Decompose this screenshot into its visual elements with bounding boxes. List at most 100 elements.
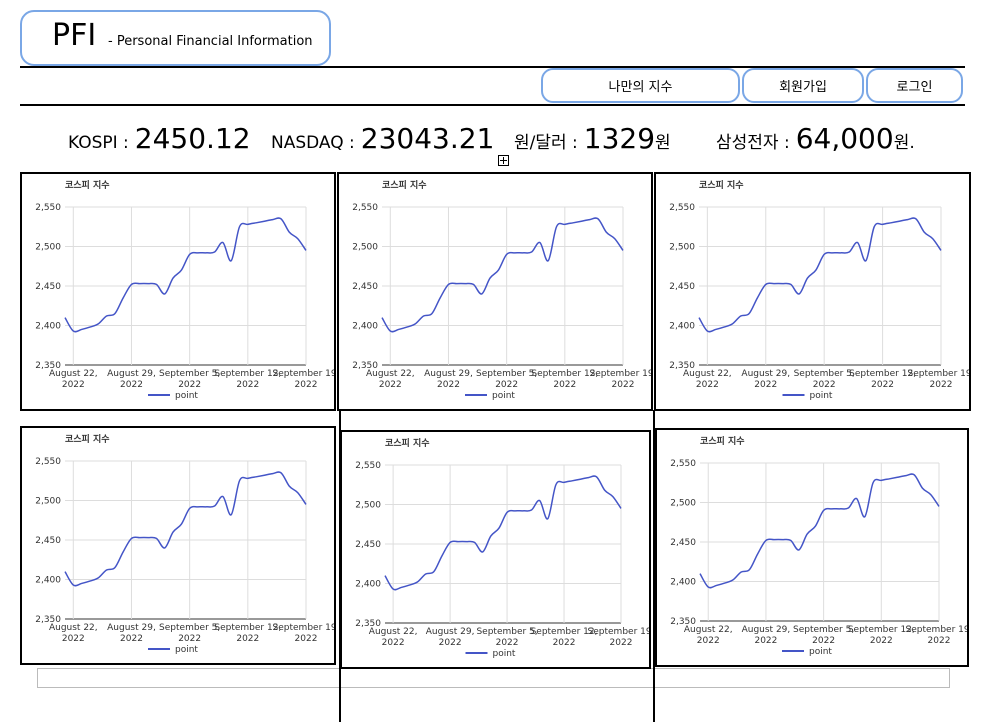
x-tick-label: September 19, 2022 bbox=[908, 369, 969, 390]
x-tick-label: August 22, 2022 bbox=[366, 369, 415, 390]
x-tick-label: August 22, 2022 bbox=[683, 369, 732, 390]
x-tick-label: September 12, 2022 bbox=[531, 369, 598, 390]
ticker-item: 원/달러 :1329 원 bbox=[514, 122, 671, 155]
x-tick-line: September 5, bbox=[476, 627, 537, 637]
data-line bbox=[698, 217, 942, 333]
x-tick-line: August 29, bbox=[742, 625, 791, 635]
y-tick-label: 2,400 bbox=[352, 322, 378, 332]
x-tick-line: 2022 bbox=[610, 638, 633, 648]
chart-title: 코스피 지수 bbox=[700, 435, 745, 447]
chart-title: 코스피 지수 bbox=[382, 179, 427, 191]
x-tick-line: 2022 bbox=[495, 380, 518, 390]
chart-panel: 코스피 지수 2,350 2,400 2,450 2,500 2,550 August 22… bbox=[337, 172, 653, 411]
x-tick-line: 2022 bbox=[697, 636, 720, 646]
x-tick-line: 2022 bbox=[696, 380, 719, 390]
x-tick-label: September 5, 2022 bbox=[476, 369, 537, 390]
data-line bbox=[384, 475, 622, 591]
legend-label: point bbox=[493, 649, 516, 659]
x-tick-line: September 19, bbox=[273, 623, 334, 633]
x-tick-label: September 12, 2022 bbox=[531, 627, 598, 648]
data-line bbox=[64, 217, 307, 333]
chart: 코스피 지수 2,350 2,400 2,450 2,500 2,550 August 22… bbox=[669, 179, 969, 401]
y-tick-label: 2,550 bbox=[35, 457, 61, 467]
y-tick-label: 2,400 bbox=[670, 578, 696, 588]
x-tick-line: August 22, bbox=[683, 369, 732, 379]
divider bbox=[20, 66, 965, 68]
y-tick-label: 2,550 bbox=[352, 203, 378, 213]
y-tick-label: 2,500 bbox=[355, 501, 381, 511]
y-tick-label: 2,450 bbox=[35, 282, 61, 292]
x-tick-line: 2022 bbox=[812, 636, 835, 646]
data-line bbox=[381, 217, 624, 333]
y-tick-label: 2,550 bbox=[670, 459, 696, 469]
x-tick-line: September 19, bbox=[273, 369, 334, 379]
x-tick-line: 2022 bbox=[553, 638, 576, 648]
chart: 코스피 지수 2,350 2,400 2,450 2,500 2,550 August 22… bbox=[355, 437, 649, 659]
x-tick-line: 2022 bbox=[612, 380, 635, 390]
chart: 코스피 지수 2,350 2,400 2,450 2,500 2,550 August 22… bbox=[35, 433, 334, 655]
x-tick-line: August 29, bbox=[107, 369, 156, 379]
chart-panel: 코스피 지수 2,350 2,400 2,450 2,500 2,550 August 22… bbox=[20, 426, 336, 665]
y-tick-label: 2,550 bbox=[35, 203, 61, 213]
x-tick-line: 2022 bbox=[754, 380, 777, 390]
y-tick-label: 2,400 bbox=[355, 580, 381, 590]
x-tick-line: September 19, bbox=[908, 369, 969, 379]
ticker-unit: 원 bbox=[655, 133, 671, 153]
header: PFI - Personal Financial Information bbox=[20, 10, 331, 66]
chart-title: 코스피 지수 bbox=[65, 433, 110, 445]
x-tick-label: September 5, 2022 bbox=[159, 369, 220, 390]
x-tick-line: August 29, bbox=[424, 369, 473, 379]
x-tick-line: 2022 bbox=[496, 638, 519, 648]
ticker-value: 64,000 bbox=[795, 122, 894, 155]
column-line bbox=[653, 410, 655, 722]
x-tick-label: August 22, 2022 bbox=[49, 369, 98, 390]
ticker-unit: 원. bbox=[893, 133, 915, 153]
footer-box bbox=[37, 668, 950, 688]
x-tick-label: September 19, 2022 bbox=[273, 623, 334, 644]
x-tick-label: August 29, 2022 bbox=[426, 627, 475, 648]
x-tick-line: 2022 bbox=[379, 380, 402, 390]
chart: 코스피 지수 2,350 2,400 2,450 2,500 2,550 August 22… bbox=[670, 435, 967, 657]
x-tick-line: 2022 bbox=[178, 634, 201, 644]
x-tick-label: August 29, 2022 bbox=[107, 369, 156, 390]
y-tick-label: 2,450 bbox=[670, 538, 696, 548]
x-tick-line: August 22, bbox=[49, 369, 98, 379]
x-tick-line: September 19, bbox=[906, 625, 967, 635]
x-tick-line: 2022 bbox=[813, 380, 836, 390]
expand-icon[interactable] bbox=[498, 155, 509, 166]
x-tick-label: September 19, 2022 bbox=[588, 627, 649, 648]
x-tick-line: August 22, bbox=[366, 369, 415, 379]
logo[interactable]: PFI bbox=[52, 18, 97, 53]
ticker-label: NASDAQ : bbox=[271, 133, 355, 153]
y-tick-label: 2,400 bbox=[35, 322, 61, 332]
x-tick-line: September 5, bbox=[793, 625, 854, 635]
chart-title: 코스피 지수 bbox=[699, 179, 744, 191]
x-tick-label: August 29, 2022 bbox=[741, 369, 790, 390]
x-tick-line: September 19, bbox=[590, 369, 651, 379]
ticker-label: 원/달러 : bbox=[514, 133, 578, 153]
legend-label: point bbox=[810, 391, 833, 401]
x-tick-line: September 5, bbox=[794, 369, 855, 379]
x-tick-line: 2022 bbox=[930, 380, 953, 390]
subtitle: - Personal Financial Information bbox=[108, 34, 313, 49]
ticker-value: 2450.12 bbox=[134, 122, 251, 155]
x-tick-label: September 5, 2022 bbox=[159, 623, 220, 644]
chart-title: 코스피 지수 bbox=[385, 437, 430, 449]
x-tick-label: September 12, 2022 bbox=[848, 625, 915, 646]
y-tick-label: 2,500 bbox=[670, 499, 696, 509]
x-tick-line: 2022 bbox=[928, 636, 951, 646]
y-tick-label: 2,450 bbox=[669, 282, 695, 292]
x-tick-line: September 12, bbox=[531, 369, 598, 379]
ticker-label: 삼성전자 : bbox=[716, 133, 790, 153]
x-tick-line: 2022 bbox=[295, 380, 318, 390]
x-tick-line: 2022 bbox=[439, 638, 462, 648]
x-tick-line: September 12, bbox=[849, 369, 916, 379]
y-tick-label: 2,450 bbox=[35, 536, 61, 546]
nav-button[interactable]: 로그인 bbox=[866, 68, 963, 103]
y-tick-label: 2,450 bbox=[352, 282, 378, 292]
ticker-value: 23043.21 bbox=[360, 122, 495, 155]
y-tick-label: 2,550 bbox=[669, 203, 695, 213]
x-tick-line: 2022 bbox=[178, 380, 201, 390]
nav-button[interactable]: 나만의 지수 bbox=[541, 68, 740, 103]
nav-button[interactable]: 회원가입 bbox=[742, 68, 864, 103]
